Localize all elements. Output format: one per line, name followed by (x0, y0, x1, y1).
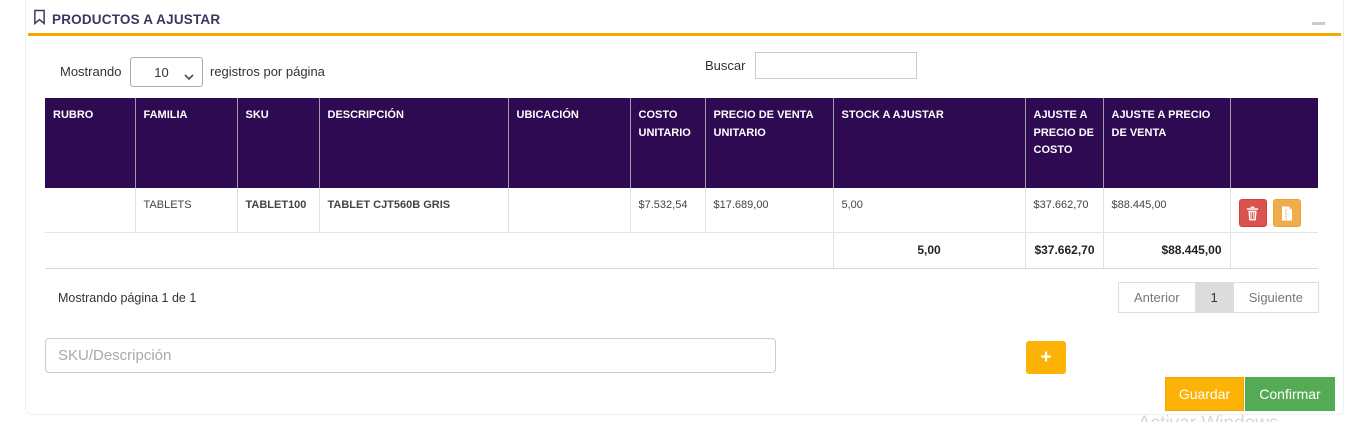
page-size-select[interactable]: 10 (130, 57, 203, 87)
page-title: PRODUCTOS A AJUSTAR (52, 11, 221, 27)
cell-actions (1229, 188, 1318, 233)
table-row: TABLETS TABLET100 TABLET CJT560B GRIS $7… (45, 188, 1318, 233)
file-row-button[interactable] (1272, 199, 1301, 227)
col-header-sku: SKU (236, 98, 319, 188)
col-header-actions (1229, 98, 1318, 188)
bookmark-icon (33, 9, 46, 28)
total-stock: 5,00 (832, 232, 1025, 269)
pagination: Anterior 1 Siguiente (1118, 282, 1319, 313)
sku-description-input[interactable] (45, 338, 776, 373)
col-header-ajuste-precio-costo: AJUSTE A PRECIO DE COSTO (1024, 98, 1103, 188)
totals-empty-span (45, 232, 833, 269)
col-header-familia: FAMILIA (134, 98, 237, 188)
cell-descripcion: TABLET CJT560B GRIS (318, 188, 508, 233)
col-header-costo-unitario: COSTO UNITARIO (629, 98, 705, 188)
panel-title: PRODUCTOS A AJUSTAR (33, 9, 221, 28)
cell-stock-a-ajustar: 5,00 (832, 188, 1025, 233)
pagination-next-button[interactable]: Siguiente (1232, 282, 1319, 313)
col-header-rubro: RUBRO (45, 98, 135, 188)
total-ajuste-venta: $88.445,00 (1102, 232, 1230, 269)
page-size-select-wrap: 10 (130, 57, 203, 87)
cell-familia: TABLETS (134, 188, 237, 233)
page-size-label-after: registros por página (210, 64, 325, 79)
save-button[interactable]: Guardar (1165, 377, 1244, 411)
col-header-ubicacion: UBICACIÓN (507, 98, 630, 188)
add-product-button[interactable]: + (1026, 341, 1066, 374)
col-header-stock-a-ajustar: STOCK A AJUSTAR (832, 98, 1025, 188)
table-header-row: RUBRO FAMILIA SKU DESCRIPCIÓN UBICACIÓN … (45, 98, 1318, 188)
totals-actions-empty (1229, 232, 1318, 269)
cell-ubicacion (507, 188, 630, 233)
minimize-icon[interactable] (1312, 22, 1325, 25)
os-watermark: Activar Windows (1138, 413, 1278, 422)
accent-divider (28, 33, 1341, 36)
total-ajuste-costo: $37.662,70 (1024, 232, 1103, 269)
cell-sku: TABLET100 (236, 188, 319, 233)
cell-rubro (45, 188, 135, 233)
pagination-page-1-button[interactable]: 1 (1194, 282, 1234, 313)
col-header-precio-venta-unitario: PRECIO DE VENTA UNITARIO (704, 98, 833, 188)
confirm-button[interactable]: Confirmar (1245, 377, 1335, 411)
totals-row: 5,00 $37.662,70 $88.445,00 (45, 232, 1318, 269)
products-table: RUBRO FAMILIA SKU DESCRIPCIÓN UBICACIÓN … (45, 98, 1318, 269)
page-size-label-before: Mostrando (60, 64, 122, 79)
file-icon (1281, 206, 1292, 221)
cell-ajuste-precio-costo: $37.662,70 (1024, 188, 1103, 233)
col-header-ajuste-precio-venta: AJUSTE A PRECIO DE VENTA (1102, 98, 1230, 188)
search-input[interactable] (755, 52, 917, 79)
cell-ajuste-precio-venta: $88.445,00 (1102, 188, 1230, 233)
col-header-descripcion: DESCRIPCIÓN (318, 98, 508, 188)
cell-costo-unitario: $7.532,54 (629, 188, 705, 233)
delete-row-button[interactable] (1238, 199, 1267, 227)
pagination-previous-button[interactable]: Anterior (1118, 282, 1196, 313)
search-label: Buscar (705, 58, 746, 73)
cell-precio-venta-unitario: $17.689,00 (704, 188, 833, 233)
products-table-wrap: RUBRO FAMILIA SKU DESCRIPCIÓN UBICACIÓN … (45, 98, 1318, 269)
pagination-info: Mostrando página 1 de 1 (58, 291, 197, 305)
trash-icon (1246, 206, 1259, 221)
